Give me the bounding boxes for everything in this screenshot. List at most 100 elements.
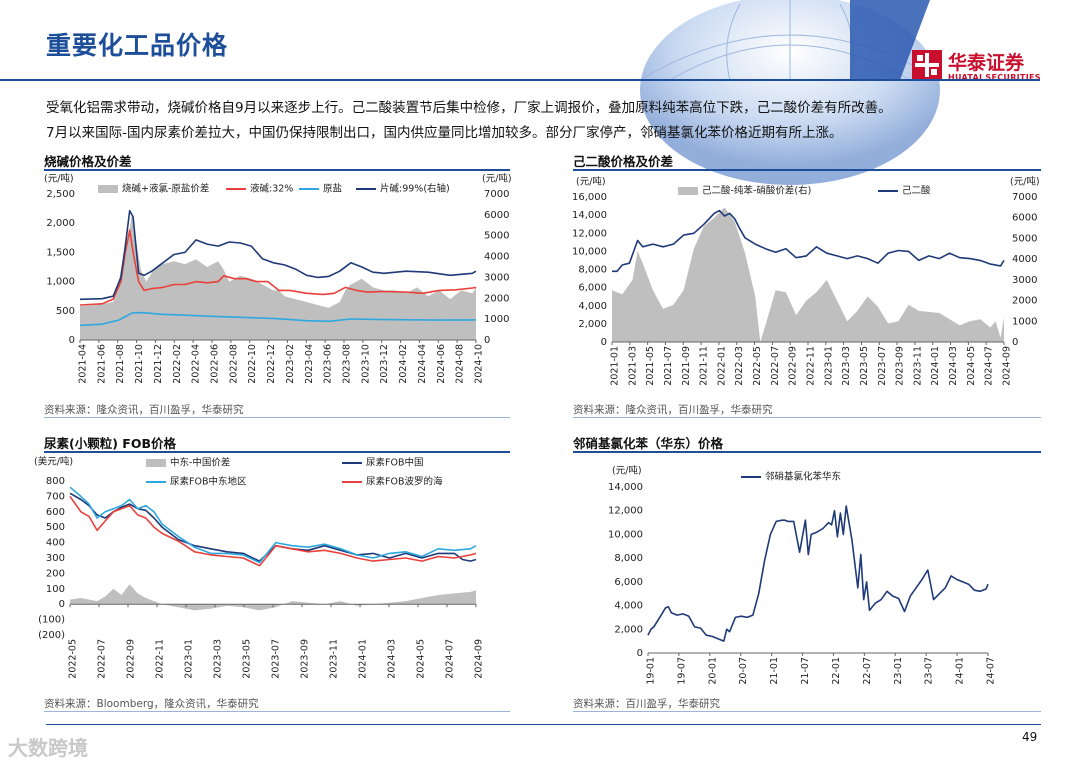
adipic-xtick-label: 2024-09 <box>1002 346 1013 386</box>
chart-caustic: (元/吨) (元/吨) 0 500 1,000 1,500 2,000 2,500 0 1000 2… <box>44 173 512 384</box>
ncb-series-line-0 <box>647 505 989 642</box>
urea-series-line-3 <box>69 495 477 567</box>
urea-ytick-left: (200) <box>38 630 65 641</box>
urea-legend-label: 尿素FOB波罗的海 <box>366 476 443 488</box>
ncb-legend-label: 邻硝基氯化苯华东 <box>765 471 841 483</box>
panel-divider-ncb <box>573 451 1041 453</box>
urea-y-unit-left: (美元/吨) <box>34 456 73 468</box>
urea-ytick-left: 500 <box>46 522 65 533</box>
source-divider-adipic <box>573 417 1041 418</box>
adipic-ytick-left: 16,000 <box>572 192 607 203</box>
urea-xtick-label: 2023-01 <box>184 639 195 679</box>
ncb-xtick-label: 21-01 <box>769 657 780 685</box>
adipic-xtick-label: 2024-03 <box>948 346 959 386</box>
urea-ytick-left: (100) <box>38 615 65 626</box>
caustic-xtick-label: 2021-06 <box>96 344 107 384</box>
caustic-ytick-left: 0 <box>69 335 75 346</box>
ncb-xtick-label: 22-07 <box>862 657 873 685</box>
caustic-ytick-right: 1000 <box>484 314 509 325</box>
urea-xtick-label: 2023-07 <box>271 639 282 679</box>
adipic-xtick-label: 2024-07 <box>984 346 995 386</box>
caustic-xtick-label: 2024-02 <box>398 344 409 384</box>
urea-xtick-label: 2024-09 <box>474 639 485 679</box>
adipic-ytick-left: 8,000 <box>578 265 607 276</box>
caustic-ytick-right: 4000 <box>484 252 509 263</box>
caustic-xtick-label: 2021-12 <box>153 344 164 384</box>
chart-title-caustic: 烧碱价格及价差 <box>44 154 132 169</box>
adipic-ytick-right: 3000 <box>1012 275 1037 286</box>
caustic-ytick-right: 0 <box>484 335 490 346</box>
ncb-xtick-label: 24-07 <box>986 657 997 685</box>
adipic-xtick-label: 2024-05 <box>966 346 977 386</box>
page-title: 重要化工品价格 <box>46 31 229 60</box>
source-caustic: 资料来源：隆众资讯，百川盈孚，华泰研究 <box>44 404 244 416</box>
huatai-logo-icon <box>912 50 942 80</box>
source-divider-caustic <box>44 417 510 418</box>
urea-xtick-label: 2024-01 <box>358 639 369 679</box>
adipic-legend-swatch <box>678 187 698 195</box>
ncb-xtick-label: 22-01 <box>831 657 842 685</box>
caustic-legend-label: 片碱:99%(右轴) <box>380 183 450 195</box>
ncb-ytick-left: 8,000 <box>614 553 643 564</box>
urea-legend-swatch <box>146 459 166 467</box>
adipic-xtick-label: 2024-01 <box>930 346 941 386</box>
urea-xtick-label: 2024-03 <box>387 639 398 679</box>
urea-ytick-left: 100 <box>46 584 65 595</box>
adipic-legend-label: 己二酸-纯苯-硝酸价差(右) <box>702 185 811 197</box>
urea-xtick-label: 2023-11 <box>329 639 340 679</box>
caustic-ytick-right: 7000 <box>484 189 509 200</box>
adipic-xtick-label: 2022-07 <box>770 346 781 386</box>
adipic-xtick-label: 2022-11 <box>806 346 817 386</box>
summary-line-2: 7月以来国际-国内尿素价差拉大，中国仍保持限制出口，国内供应量同比增加较多。部分… <box>46 125 843 141</box>
adipic-xtick-label: 2023-01 <box>823 346 834 386</box>
ncb-ytick-left: 10,000 <box>608 529 643 540</box>
adipic-xtick-label: 2021-07 <box>663 346 674 386</box>
header-divider <box>0 79 1040 81</box>
urea-series-line-1 <box>69 492 477 562</box>
source-urea: 资料来源：Bloomberg，隆众资讯，华泰研究 <box>44 698 259 710</box>
source-divider-ncb <box>573 711 1041 712</box>
ncb-xtick-label: 20-01 <box>707 657 718 685</box>
source-ncb: 资料来源：百川盈孚，华泰研究 <box>573 698 720 710</box>
caustic-legend-swatch <box>98 185 118 193</box>
caustic-xtick-label: 2024-10 <box>474 344 485 384</box>
chart-adipic: (元/吨) (元/吨) 0 2,000 4,000 6,000 8,000 10,000 12,… <box>572 176 1040 386</box>
ncb-y-unit-left: (元/吨) <box>612 465 642 477</box>
panel-divider-adipic <box>573 169 1041 171</box>
ncb-xtick-label: 23-07 <box>924 657 935 685</box>
adipic-xtick-label: 2021-09 <box>681 346 692 386</box>
caustic-ytick-left: 500 <box>56 306 75 317</box>
adipic-legend-label: 己二酸 <box>902 185 931 197</box>
caustic-xtick-label: 2024-04 <box>417 344 428 384</box>
urea-ytick-left: 800 <box>46 476 65 487</box>
caustic-xtick-label: 2022-02 <box>172 344 183 384</box>
adipic-ytick-left: 14,000 <box>572 210 607 221</box>
urea-xtick-label: 2024-05 <box>416 639 427 679</box>
chart-title-adipic: 己二酸价格及价差 <box>573 154 674 169</box>
urea-legend-label: 尿素FOB中东地区 <box>170 476 247 488</box>
caustic-xtick-label: 2022-10 <box>247 344 258 384</box>
caustic-ytick-left: 1,000 <box>46 277 75 288</box>
urea-legend-label: 中东-中国价差 <box>170 457 230 469</box>
caustic-xtick-label: 2024-08 <box>455 344 466 384</box>
caustic-ytick-left: 2,000 <box>46 218 75 229</box>
ncb-ytick-left: 12,000 <box>608 506 643 517</box>
adipic-xtick-label: 2022-03 <box>734 346 745 386</box>
urea-ytick-left: 700 <box>46 491 65 502</box>
caustic-ytick-left: 1,500 <box>46 247 75 258</box>
ncb-xtick-label: 24-01 <box>955 657 966 685</box>
ncb-xtick-label: 21-07 <box>800 657 811 685</box>
adipic-xtick-label: 2023-07 <box>877 346 888 386</box>
caustic-xtick-label: 2023-04 <box>304 344 315 384</box>
adipic-ytick-left: 4,000 <box>578 301 607 312</box>
urea-xtick-label: 2024-07 <box>445 639 456 679</box>
ncb-ytick-left: 14,000 <box>608 482 643 493</box>
chart-title-ncb: 邻硝基氯化苯（华东）价格 <box>573 436 724 451</box>
adipic-ytick-left: 12,000 <box>572 228 607 239</box>
adipic-xtick-label: 2021-05 <box>645 346 656 386</box>
logo-text-en: HUATAI SECURITIES <box>948 73 1041 82</box>
ncb-xtick-label: 19-01 <box>646 657 657 685</box>
adipic-ytick-right: 2000 <box>1012 296 1037 307</box>
caustic-xtick-label: 2022-06 <box>210 344 221 384</box>
urea-series-line-2 <box>69 486 477 564</box>
